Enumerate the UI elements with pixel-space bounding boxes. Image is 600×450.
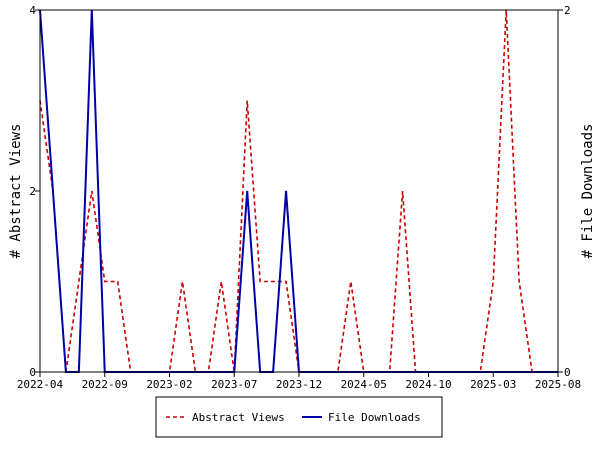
x-tick-label: 2023-02 [146,378,192,391]
y-axis-right: 02 [558,4,571,379]
plot-area [39,9,558,373]
y-tick-label: 2 [29,185,36,198]
x-tick-label: 2024-10 [405,378,451,391]
x-tick-label: 2023-12 [276,378,322,391]
x-tick-label: 2024-05 [341,378,387,391]
series-line-file-downloads [39,9,558,373]
x-tick-label: 2025-08 [535,378,581,391]
x-tick-label: 2025-03 [470,378,516,391]
x-axis: 2022-04 2022-09 2023-02 2023-07 2023-12 2024-… [17,372,581,391]
series-line-abstract-views [39,9,558,373]
legend-label: File Downloads [328,411,421,424]
y-axis-left: 0 2 4 [29,4,40,379]
plot-frame [39,9,559,373]
y2-tick-label: 2 [564,4,571,17]
x-tick-label: 2022-04 [17,378,64,391]
legend-box [155,396,443,438]
y2-tick-label: 0 [564,366,571,379]
y-tick-label: 0 [29,366,36,379]
legend: Abstract Views File Downloads [155,396,443,438]
legend-label: Abstract Views [192,411,285,424]
y-tick-label: 4 [29,4,36,17]
y-axis-title: # Abstract Views [8,124,24,259]
x-tick-label: 2023-07 [211,378,257,391]
x-tick-label: 2022-09 [82,378,128,391]
y2-axis-title: # File Downloads [580,124,596,259]
